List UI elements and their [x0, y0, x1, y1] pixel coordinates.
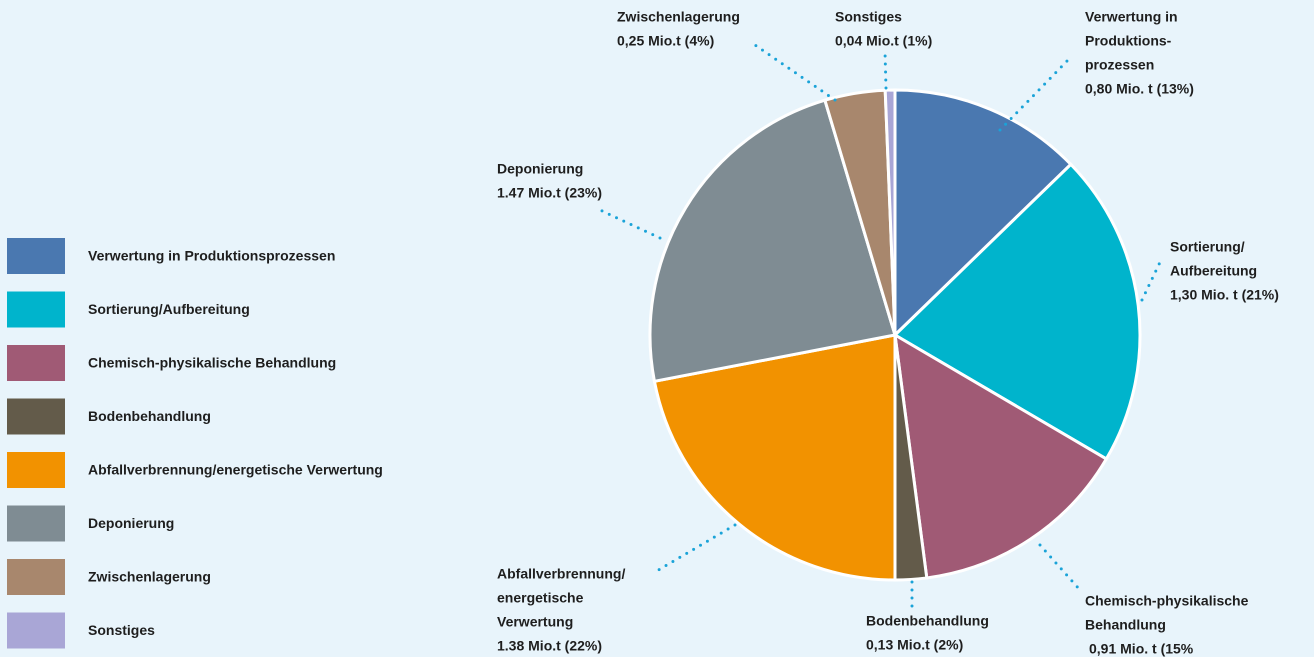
legend-label: Bodenbehandlung — [88, 408, 211, 424]
callout-line — [753, 43, 837, 102]
value-label: 1.38 Mio.t (22%) — [497, 638, 602, 654]
callout-line — [883, 50, 888, 90]
callout-line — [598, 208, 662, 240]
callout-label: Behandlung — [1085, 617, 1166, 633]
callout-label: Zwischenlagerung — [617, 9, 740, 25]
value-label: 0,04 Mio.t (1%) — [835, 33, 932, 49]
legend-label: Chemisch-physikalische Behandlung — [88, 355, 336, 371]
callout-label: energetische — [497, 590, 584, 606]
callout-label: Sonstiges — [835, 9, 902, 25]
value-label: 1.47 Mio.t (23%) — [497, 185, 602, 201]
legend-swatch — [7, 452, 65, 488]
callout-label: Chemisch-physikalische — [1085, 593, 1249, 609]
legend-swatch — [7, 612, 65, 649]
callout-line — [998, 56, 1072, 132]
callout-label: Bodenbehandlung — [866, 613, 989, 629]
callout-label: Aufbereitung — [1170, 263, 1257, 279]
callout-label: prozessen — [1085, 57, 1154, 73]
callout-label: Deponierung — [497, 161, 583, 177]
pie-slice — [892, 162, 1142, 461]
value-label: 1,30 Mio. t (21%) — [1170, 287, 1279, 303]
value-label: 0,13 Mio.t (2%) — [866, 637, 963, 653]
callout-line — [653, 523, 737, 574]
legend-label: Verwertung in Produktionsprozessen — [88, 248, 335, 264]
value-label: 0,25 Mio.t (4%) — [617, 33, 714, 49]
pie-slice — [648, 98, 897, 384]
legend-swatch — [7, 398, 65, 435]
callout-label: Produktions- — [1085, 33, 1172, 49]
value-label: 0,91 Mio. t (15% — [1089, 641, 1194, 657]
pie-slice — [893, 332, 1109, 580]
callout-line — [1140, 256, 1164, 302]
callout-label: Verwertung in — [1085, 9, 1178, 25]
legend-label: Abfallverbrennung/energetische Verwertun… — [88, 462, 383, 478]
legend-label: Deponierung — [88, 515, 174, 531]
pie-slice — [883, 88, 897, 336]
callout-label: Abfallverbrennung/ — [497, 566, 625, 582]
legend-swatch — [7, 345, 65, 381]
callout-label: Verwertung — [497, 614, 573, 630]
legend-swatch — [7, 291, 65, 328]
legend-swatch — [7, 238, 65, 274]
callout-line — [1038, 543, 1082, 592]
pie-slice — [652, 333, 897, 582]
value-label: 0,80 Mio. t (13%) — [1085, 81, 1194, 97]
pie-slice — [893, 88, 1073, 339]
legend-label: Sortierung/Aufbereitung — [88, 301, 250, 317]
legend-swatch — [7, 505, 65, 542]
legend-label: Zwischenlagerung — [88, 569, 211, 585]
legend-label: Sonstiges — [88, 622, 155, 638]
legend-swatch — [7, 559, 65, 595]
callout-label: Sortierung/ — [1170, 239, 1245, 255]
